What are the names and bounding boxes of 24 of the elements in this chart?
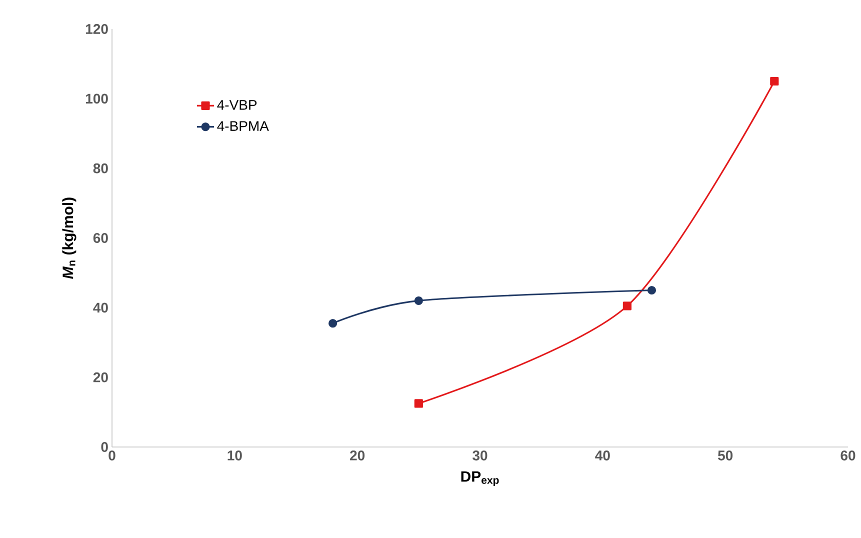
legend-label: 4-VBP bbox=[217, 100, 257, 110]
y-tick-label: 0 bbox=[101, 442, 108, 452]
point bbox=[770, 76, 779, 86]
x-axis-title: DP$_{exp}$ bbox=[461, 471, 499, 486]
point bbox=[647, 286, 656, 295]
legend-label: 4-BPMA bbox=[217, 121, 269, 131]
x-tick-label: 30 bbox=[472, 450, 488, 460]
y-tick-label: 20 bbox=[93, 372, 108, 382]
x-tick-label: 40 bbox=[595, 450, 610, 460]
y-tick-label: 40 bbox=[93, 302, 108, 313]
x-tick-label: 50 bbox=[718, 450, 733, 460]
y-axis-title: M$_{n}$ (kg/mol) bbox=[62, 198, 76, 279]
y-tick-label: 120 bbox=[86, 24, 108, 34]
x-tick-label: 10 bbox=[228, 450, 242, 460]
x-tick-label: 0 bbox=[108, 450, 116, 460]
point bbox=[414, 296, 423, 305]
point bbox=[328, 319, 338, 328]
point bbox=[622, 302, 632, 310]
x-tick-label: 60 bbox=[840, 450, 856, 460]
y-tick-label: 100 bbox=[86, 94, 108, 104]
y-tick-label: 60 bbox=[93, 233, 108, 243]
y-tick-label: 80 bbox=[93, 163, 108, 174]
point bbox=[414, 399, 423, 408]
x-tick-label: 20 bbox=[350, 450, 365, 460]
